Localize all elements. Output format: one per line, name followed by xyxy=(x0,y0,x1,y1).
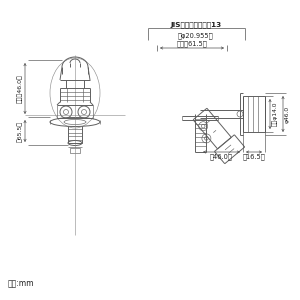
Text: JIS給水栓取付ねじ13: JIS給水栓取付ねじ13 xyxy=(171,22,222,28)
Text: （φ20.955）: （φ20.955） xyxy=(177,33,213,39)
Bar xyxy=(70,148,80,153)
Text: （65.5）: （65.5） xyxy=(17,120,23,142)
Text: （16.5）: （16.5） xyxy=(243,154,266,160)
Text: （最大46.0）: （最大46.0） xyxy=(17,74,23,103)
Text: φ46.0: φ46.0 xyxy=(285,105,290,123)
Text: （46.0）: （46.0） xyxy=(210,154,233,160)
Text: （最大61.5）: （最大61.5） xyxy=(177,41,207,47)
Text: 内径φ14.0: 内径φ14.0 xyxy=(272,102,278,126)
Text: 単位:mm: 単位:mm xyxy=(8,279,34,288)
